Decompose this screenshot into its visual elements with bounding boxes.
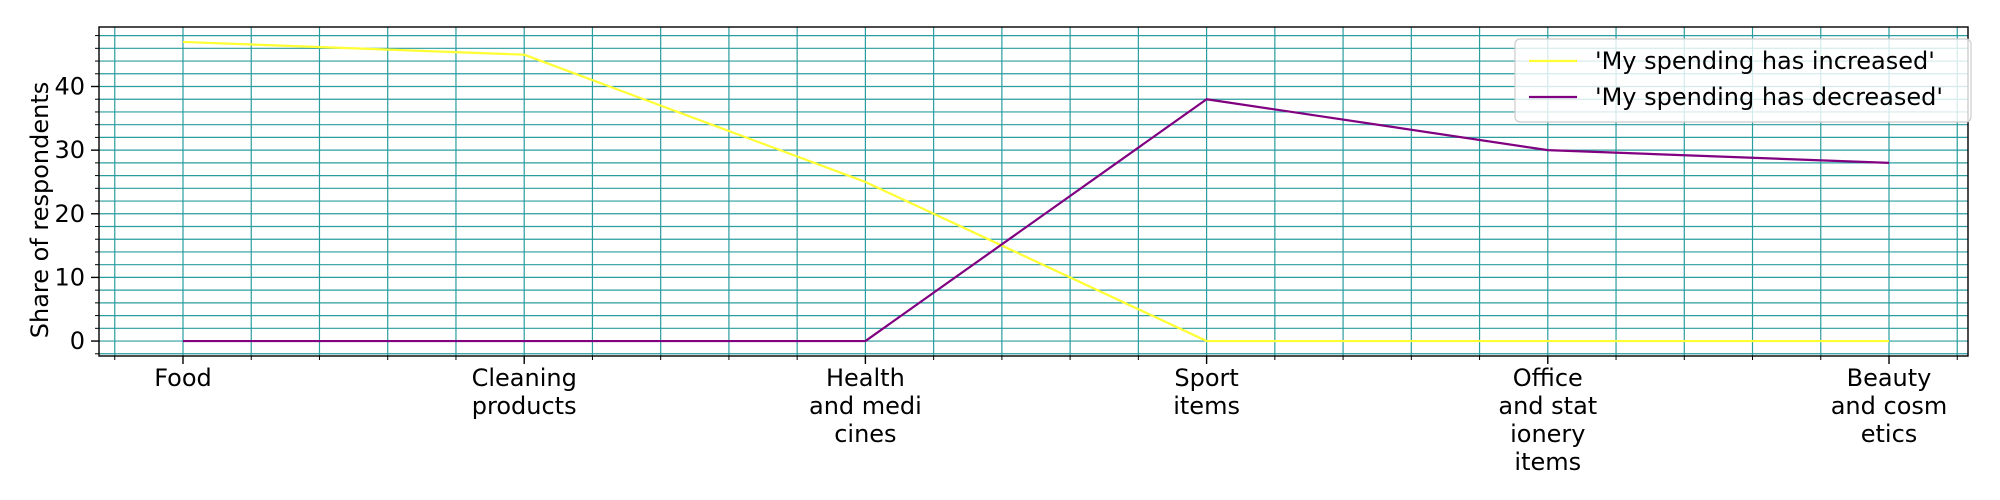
legend-box (1514, 38, 1972, 123)
x-tick-label-line: cines (834, 420, 896, 448)
axes: 0 10 20 30 40 Food Cleaning products Health and m… (54, 35, 1958, 476)
x-tick-label-line: Cleaning (472, 364, 577, 392)
x-tick-label-line: and stat (1498, 392, 1597, 420)
y-tick-label: 0 (70, 327, 85, 355)
series-layer (182, 40, 1890, 343)
legend-entry-1: 'My spending has increased' (1595, 47, 1935, 75)
x-tick-label-line: Health (826, 364, 905, 392)
plot-frame (98, 26, 1969, 357)
y-tick-label: 20 (54, 200, 85, 228)
x-tick-label-line: Food (154, 364, 212, 392)
x-tick-label-line: items (1514, 448, 1581, 476)
x-tick-label-line: and cosm (1831, 392, 1948, 420)
legend: 'My spending has increased' 'My spending … (1514, 38, 1972, 123)
x-tick-label-line: Sport (1174, 364, 1238, 392)
y-tick-label: 40 (54, 73, 85, 101)
x-tick-label-line: etics (1861, 420, 1918, 448)
x-tick-label: Sport items (1173, 364, 1240, 420)
x-tick-label: Health and medi cines (809, 364, 922, 448)
x-tick-label-line: items (1173, 392, 1240, 420)
series-line-2 (183, 98, 1890, 343)
x-tick-label-line: ionery (1510, 420, 1585, 448)
x-tick-label: Cleaning products (472, 364, 577, 420)
y-axis-label: Share of respondents (26, 82, 54, 339)
x-tick-label: Food (154, 364, 212, 392)
x-tick-label: Office and stat ionery items (1498, 364, 1597, 476)
series-line-1 (182, 40, 1889, 343)
x-tick-label-line: Office (1513, 364, 1583, 392)
x-tick-label-line: Beauty (1847, 364, 1932, 392)
y-tick-label: 30 (54, 136, 85, 164)
x-tick-label-line: products (472, 392, 577, 420)
x-tick-label: Beauty and cosm etics (1831, 364, 1948, 448)
x-tick-label-line: and medi (809, 392, 922, 420)
legend-entry-2: 'My spending has decreased' (1595, 83, 1943, 111)
y-tick-label: 10 (54, 263, 85, 291)
